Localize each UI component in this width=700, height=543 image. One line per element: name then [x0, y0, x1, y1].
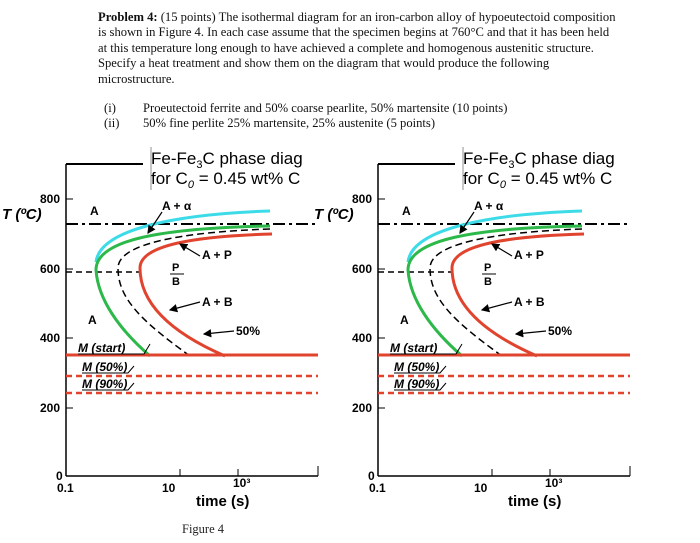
part-number: (i) [104, 101, 116, 115]
problem-statement: Problem 4: (15 points) The isothermal di… [98, 10, 618, 87]
y-tick-label: 400 [352, 331, 372, 345]
label-pearlite-region: A + P [514, 248, 544, 262]
x-tick-label: 10 [474, 481, 488, 495]
x-tick-label: 10³ [545, 476, 562, 490]
y-tick-label: 0 [56, 469, 63, 483]
m50-underline [82, 365, 135, 374]
label-pearlite-region: A + P [202, 248, 232, 262]
label-austenite-low: A [88, 313, 97, 327]
label-m-start: M (start) [78, 341, 125, 355]
label-m90: M (90%) [82, 377, 127, 391]
label-fifty-percent: 50% [236, 324, 260, 338]
pearlite-start-curve [94, 224, 271, 358]
diagram-title-line2: for C0 = 0.45 wt% C [151, 169, 300, 191]
label-bainite-marker: B [172, 276, 180, 288]
label-fifty-percent: 50% [548, 324, 572, 338]
m-start-underline [78, 343, 151, 355]
diagram-title-line2: for C0 = 0.45 wt% C [463, 169, 612, 191]
y-axis-label: T (ºC) [314, 206, 354, 223]
label-bainite-marker: B [484, 276, 492, 288]
label-m90: M (90%) [394, 377, 439, 391]
label-pearlite: P [172, 262, 179, 274]
label-bainite-region: A + B [202, 295, 233, 309]
m-start-underline [390, 343, 463, 355]
pearlite-finish-curve [138, 232, 273, 358]
x-tick-label: 10³ [233, 476, 250, 490]
bainite-arrow [480, 301, 513, 313]
m50-underline [394, 365, 447, 374]
label-m-start: M (start) [390, 341, 437, 355]
ferrite-arrow [459, 211, 475, 234]
fifty-percent-arrow [202, 329, 235, 338]
y-tick-label: 800 [352, 192, 372, 206]
label-pearlite: P [484, 262, 491, 274]
part-text: Proeutectoid ferrite and 50% coarse pear… [143, 101, 508, 115]
ttt-diagram-right: 800 600 400 200 0 0.1 10 10³ T (ºC) time… [314, 147, 631, 510]
label-austenite: A [90, 204, 99, 218]
y-tick-label: 200 [40, 401, 60, 415]
diagram-title-line1: Fe-Fe3C phase diag [463, 149, 615, 171]
ttt-diagram-left: 800 600 400 200 0 0.1 10 10³ T (ºC) time… [2, 147, 319, 510]
pearlite-arrow [490, 243, 513, 257]
fifty-percent-curve [429, 228, 583, 357]
ferrite-arrow [147, 211, 163, 234]
x-axis-label: time (s) [196, 493, 249, 510]
fifty-percent-arrow [514, 329, 547, 338]
x-axis-label: time (s) [508, 493, 561, 510]
y-tick-label: 400 [40, 331, 60, 345]
label-ferrite-region: A + α [474, 199, 504, 213]
pearlite-finish-curve [450, 232, 585, 358]
pearlite-start-curve [406, 224, 583, 358]
label-bainite-region: A + B [514, 295, 545, 309]
label-m50: M (50%) [82, 360, 127, 374]
y-tick-label: 800 [40, 192, 60, 206]
part-number: (ii) [104, 116, 120, 130]
y-tick-label: 0 [368, 469, 375, 483]
x-tick-label: 10 [162, 481, 176, 495]
m90-underline [82, 382, 135, 391]
x-tick-label: 0.1 [369, 481, 386, 495]
pearlite-arrow [178, 243, 201, 257]
x-tick-label: 0.1 [57, 481, 74, 495]
part-text: 50% fine perlite 25% martensite, 25% aus… [143, 116, 436, 130]
figure-caption: Figure 4 [182, 522, 225, 536]
label-austenite: A [402, 204, 411, 218]
bainite-arrow [168, 301, 201, 313]
label-ferrite-region: A + α [162, 199, 192, 213]
diagram-title-line1: Fe-Fe3C phase diag [151, 149, 303, 171]
y-axis-label: T (ºC) [2, 206, 42, 223]
problem-text: (15 points) The isothermal diagram for a… [98, 10, 616, 86]
m90-underline [394, 382, 447, 391]
y-tick-label: 600 [40, 262, 60, 276]
y-tick-label: 600 [352, 262, 372, 276]
y-tick-label: 200 [352, 401, 372, 415]
label-austenite-low: A [400, 313, 409, 327]
fifty-percent-curve [117, 228, 271, 357]
label-m50: M (50%) [394, 360, 439, 374]
problem-label: Problem 4: [98, 10, 158, 24]
